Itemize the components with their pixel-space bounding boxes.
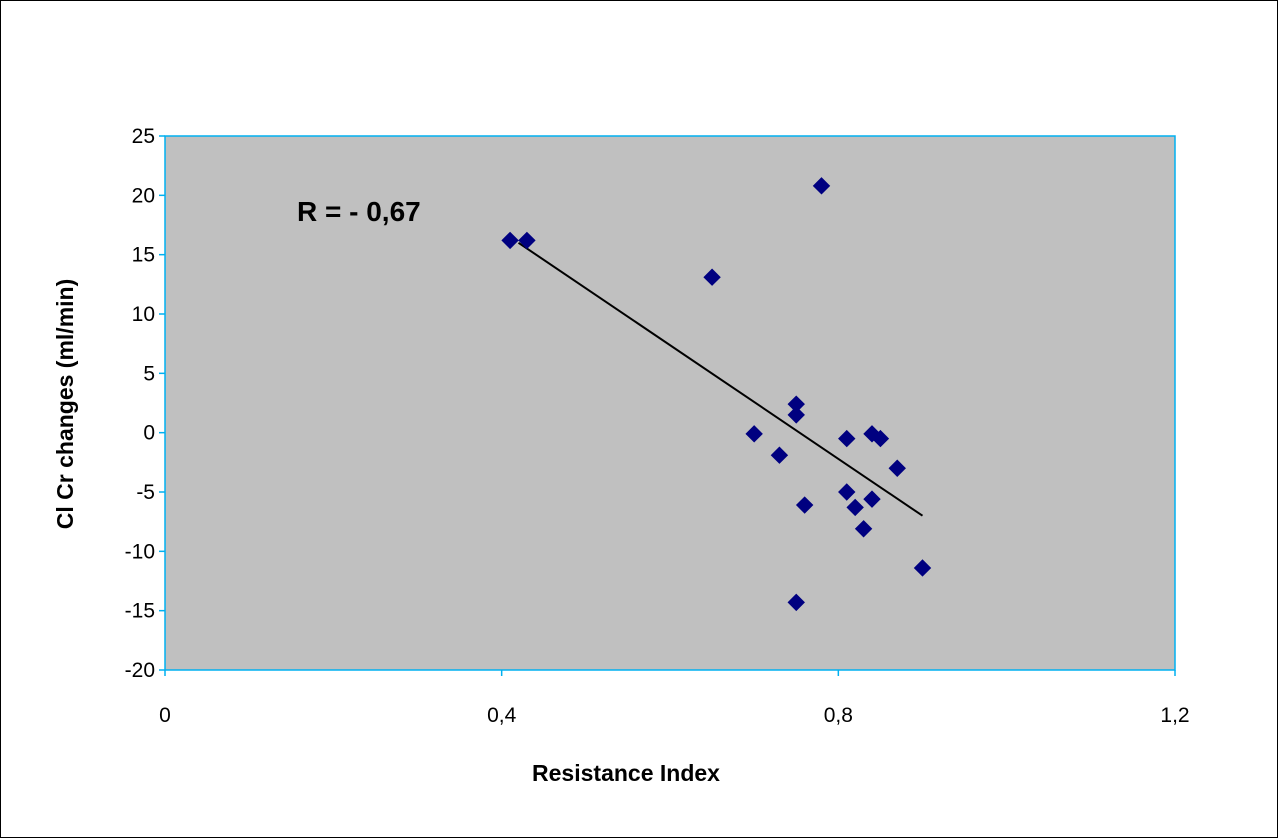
x-tick-label: 0,4 [487,704,517,727]
y-tick-label: -15 [125,600,155,623]
data-points-group [501,177,932,612]
y-tick-label: 25 [132,125,155,148]
data-point [518,231,536,250]
data-point [795,496,814,514]
data-point [787,593,805,612]
data-point [913,559,932,577]
trendline [517,241,924,517]
x-axis-title: Resistance Index [532,760,720,786]
data-point [745,425,763,443]
data-point [501,231,519,250]
x-tick-label: 0 [159,704,171,727]
y-tick-label: 15 [132,244,155,267]
y-tick-label: -10 [125,540,155,563]
data-point [838,483,856,501]
data-point [863,490,881,508]
y-tick-label: -20 [125,659,155,682]
x-tick-label: 1,2 [1160,704,1189,727]
data-point [854,520,873,538]
data-point [787,406,805,424]
data-point [846,498,864,517]
y-tick-label: -5 [136,481,155,504]
plot-area [164,135,1176,671]
y-tick-label: 10 [132,303,155,326]
data-point [888,459,906,477]
y-axis-title: Cl Cr changes (ml/min) [52,279,78,529]
x-axis-ticks: 0 0,4 0,8 1,2 [159,670,1190,727]
data-point [770,446,789,464]
trendline-group [517,241,924,517]
data-point [812,177,831,195]
y-tick-label: 5 [143,362,155,385]
data-point [871,429,890,448]
data-point [703,268,721,286]
y-tick-label: 0 [143,422,155,445]
data-point [838,429,856,448]
y-tick-label: 20 [132,184,155,207]
y-axis-ticks: 25 20 15 10 5 0 -5 -10 -15 -20 [125,125,165,682]
x-tick-label: 0,8 [824,704,853,727]
correlation-annotation: R = - 0,67 [297,196,421,227]
